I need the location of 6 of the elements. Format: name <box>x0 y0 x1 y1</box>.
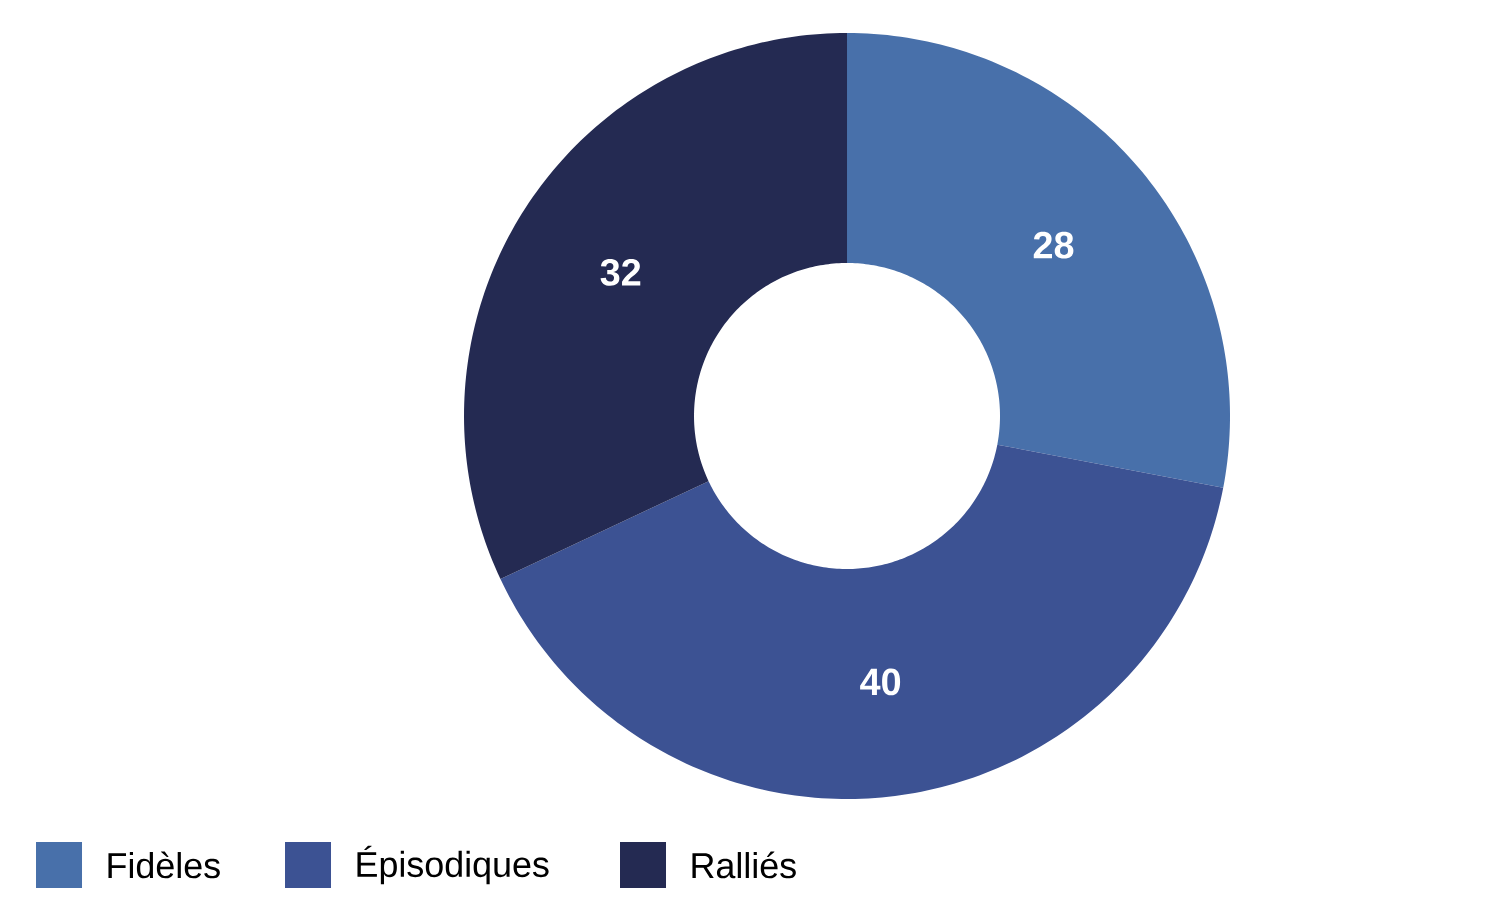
data-label: 28 <box>1033 231 1074 259</box>
data-label: 40 <box>860 668 901 696</box>
legend-label: Fidèles <box>108 851 220 879</box>
legend-label: Ralliés <box>692 851 796 879</box>
data-label: 32 <box>600 258 641 286</box>
legend-label: Épisodiques <box>357 845 549 885</box>
